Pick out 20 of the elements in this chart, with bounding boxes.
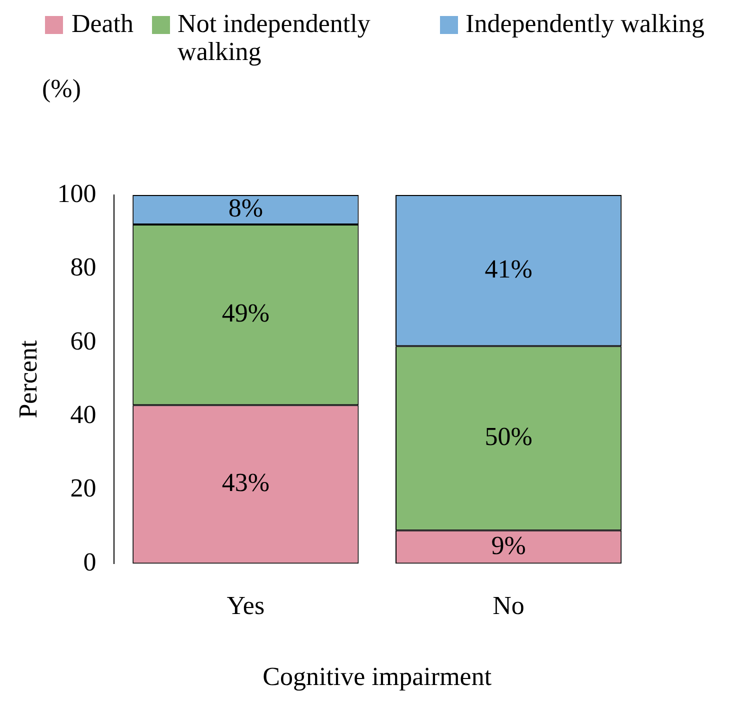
y-tick-label: 80	[70, 252, 96, 282]
y-tick-label: 60	[70, 326, 96, 356]
data-label: 43%	[222, 468, 270, 498]
legend-label: Death	[71, 9, 134, 38]
legend-label: Not independently walking	[178, 9, 372, 66]
y-tick-label: 0	[83, 547, 96, 576]
data-label: 49%	[222, 298, 270, 328]
data-label: 8%	[228, 194, 263, 223]
x-axis-title: Cognitive impairment	[262, 662, 492, 692]
data-label: 41%	[484, 254, 532, 284]
x-tick-label: Yes	[226, 591, 265, 620]
y-axis-title: Percent	[13, 340, 42, 418]
y-tick-label: 20	[70, 474, 96, 503]
legend-label: Independently walking	[466, 9, 705, 38]
y-tick-label: 100	[57, 178, 96, 208]
x-tick-label: No	[492, 591, 524, 620]
text: (%)	[42, 74, 81, 104]
data-label: 9%	[491, 530, 526, 560]
y-tick-label: 40	[70, 400, 96, 429]
data-label: 50%	[484, 422, 532, 452]
